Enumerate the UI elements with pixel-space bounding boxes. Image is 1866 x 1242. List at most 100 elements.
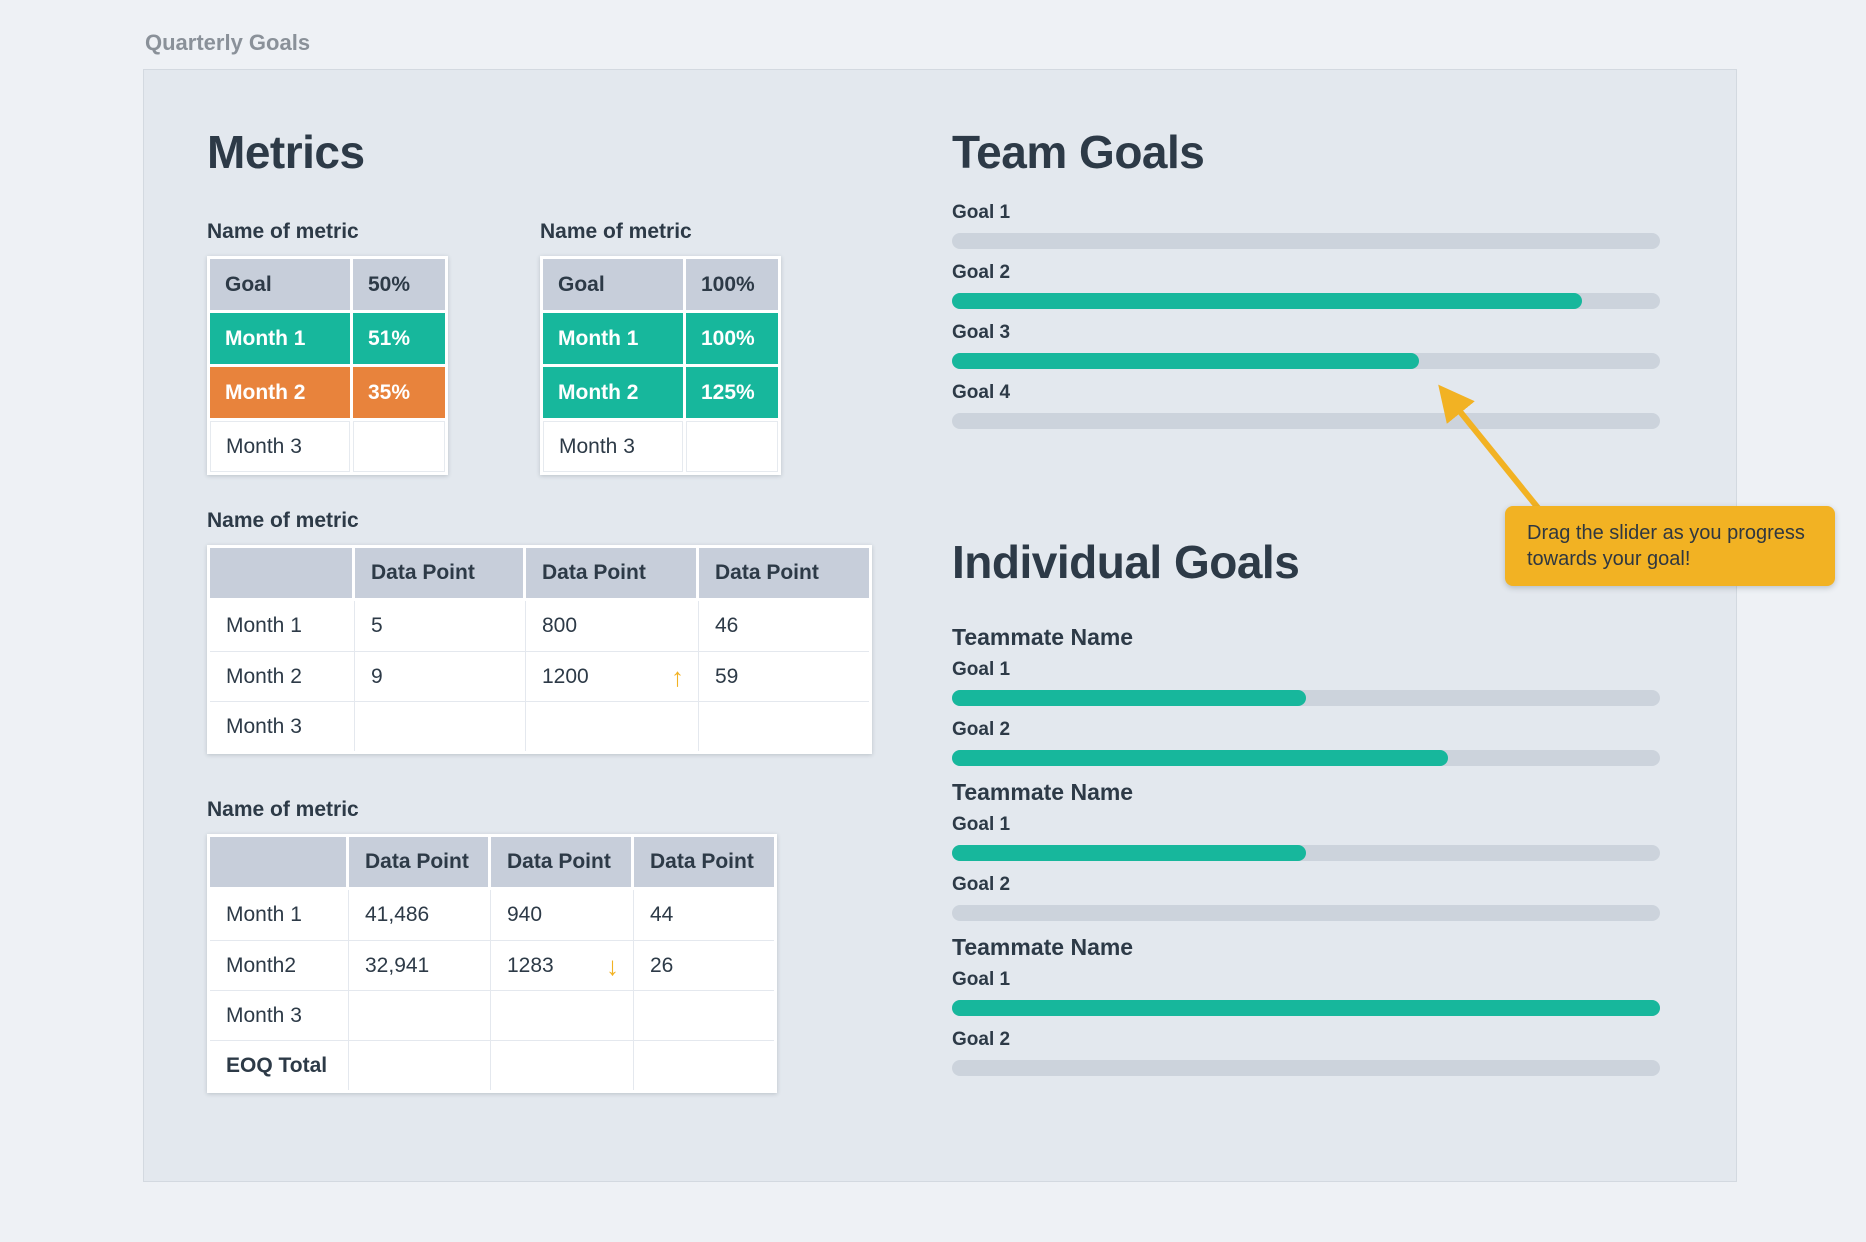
metric-name-cell[interactable]: Goal [210, 259, 350, 310]
data-cell[interactable] [349, 1040, 491, 1090]
team-goals-list: Goal 1 Goal 2 Goal 3 Goal 4 [952, 202, 1660, 429]
data-cell[interactable]: 59 [699, 651, 869, 701]
data-cell[interactable] [634, 990, 774, 1040]
goal-row: Goal 1 [952, 202, 1660, 249]
data-cell[interactable] [355, 701, 526, 751]
goal-label: Goal 4 [952, 382, 1011, 403]
goal-label: Goal 1 [952, 202, 1011, 223]
data-cell[interactable] [491, 990, 634, 1040]
table-header-cell[interactable] [210, 548, 352, 598]
table-header-cell[interactable]: Data Point [634, 837, 774, 887]
metric-value-cell[interactable]: 125% [686, 367, 778, 418]
cell-value: 59 [715, 664, 739, 688]
metric-value-cell[interactable] [353, 421, 445, 472]
row-label-cell[interactable]: EOQ Total [210, 1040, 349, 1090]
metric-table-small: Name of metric Goal 100% Month 1 100% Month 2… [540, 220, 781, 475]
goal-progress-fill [952, 1000, 1660, 1016]
goal-slider[interactable] [952, 845, 1660, 861]
goal-label: Goal 2 [952, 262, 1011, 283]
table-row: Month 1 5 800 46 [210, 601, 869, 651]
data-cell[interactable]: 26 [634, 940, 774, 990]
goal-slider[interactable] [952, 1060, 1660, 1076]
metric-name-cell[interactable]: Month 3 [543, 421, 683, 472]
table-header-cell[interactable]: Data Point [526, 548, 696, 598]
goal-slider[interactable] [952, 233, 1660, 249]
metric-label: Name of metric [207, 220, 359, 243]
metric-name-cell[interactable]: Month 3 [210, 421, 350, 472]
table-header-cell[interactable]: Data Point [349, 837, 488, 887]
metric-table-data: Name of metric Data Point Data Point Data P… [207, 798, 879, 1093]
goal-slider[interactable] [952, 750, 1660, 766]
data-cell[interactable]: 41,486 [349, 890, 491, 940]
table-header-cell[interactable]: Data Point [699, 548, 869, 598]
table-header-cell[interactable] [210, 837, 346, 887]
row-label-cell[interactable]: Month2 [210, 940, 349, 990]
goal-slider[interactable] [952, 905, 1660, 921]
row-label-cell[interactable]: Month 3 [210, 990, 349, 1040]
metric-name-cell[interactable]: Month 1 [543, 313, 683, 364]
teammate-name: Teammate Name [952, 934, 1134, 960]
goal-row: Goal 2 [952, 874, 1660, 921]
data-cell[interactable] [491, 1040, 634, 1090]
data-cell[interactable]: 800 [526, 601, 699, 651]
goal-label: Goal 1 [952, 969, 1011, 990]
table-header-cell[interactable]: Data Point [491, 837, 631, 887]
table-row: EOQ Total [210, 1040, 774, 1090]
goal-label: Goal 2 [952, 874, 1011, 895]
goal-slider[interactable] [952, 690, 1660, 706]
data-table: Data Point Data Point Data Point Month 1 41,… [207, 834, 777, 1093]
individual-goals-heading: Individual Goals [952, 536, 1300, 588]
goal-row: Goal 3 [952, 322, 1660, 369]
page-title: Quarterly Goals [145, 30, 311, 55]
goal-row: Goal 1 [952, 659, 1660, 706]
metric-value-cell[interactable]: 100% [686, 313, 778, 364]
cell-value: 44 [650, 903, 674, 926]
row-label-cell[interactable]: Month 1 [210, 601, 355, 651]
goal-row: Goal 2 [952, 1029, 1660, 1076]
data-cell[interactable] [699, 701, 869, 751]
row-label-cell[interactable]: Month 3 [210, 701, 355, 751]
goal-slider[interactable] [952, 1000, 1660, 1016]
cell-value: 1283 [507, 953, 554, 977]
data-cell[interactable]: 1283 ↓ [491, 940, 634, 990]
data-cell[interactable]: 46 [699, 601, 869, 651]
metric-value-cell[interactable] [686, 421, 778, 472]
metric-value-cell[interactable]: 100% [686, 259, 778, 310]
table-row: Month 3 [210, 990, 774, 1040]
goal-label: Goal 2 [952, 1029, 1011, 1050]
metric-name-cell[interactable]: Goal [543, 259, 683, 310]
metric-name-cell[interactable]: Month 1 [210, 313, 350, 364]
data-cell[interactable]: 1200 ↑ [526, 651, 699, 701]
cell-value: 940 [507, 903, 543, 926]
metric-name-cell[interactable]: Month 2 [543, 367, 683, 418]
goal-row: Goal 1 [952, 969, 1660, 1016]
table-header-cell[interactable]: Data Point [355, 548, 523, 598]
data-cell[interactable]: 44 [634, 890, 774, 940]
metric-value-cell[interactable]: 35% [353, 367, 445, 418]
table-row: Month 1 41,486 940 44 [210, 890, 774, 940]
data-cell[interactable]: 9 [355, 651, 526, 701]
data-cell[interactable]: 5 [355, 601, 526, 651]
goal-slider[interactable] [952, 413, 1660, 429]
data-cell[interactable]: 32,941 [349, 940, 491, 990]
metric-label: Name of metric [207, 509, 359, 532]
data-cell[interactable] [526, 701, 699, 751]
data-cell[interactable]: 940 [491, 890, 634, 940]
goal-slider[interactable] [952, 353, 1660, 369]
goals-section: Team Goals Goal 1 Goal 2 Goal 3 Goal 4 Indi… [952, 126, 1660, 1089]
cell-value: 32,941 [365, 953, 430, 977]
goal-row: Goal 4 [952, 382, 1660, 429]
metric-name-cell[interactable]: Month 2 [210, 367, 350, 418]
data-cell[interactable] [634, 1040, 774, 1090]
metric-value-cell[interactable]: 50% [353, 259, 445, 310]
goal-label: Goal 1 [952, 659, 1011, 680]
tooltip: Drag the slider as you progress towards … [1505, 506, 1835, 586]
metric-value-cell[interactable]: 51% [353, 313, 445, 364]
row-label-cell[interactable]: Month 1 [210, 890, 349, 940]
cell-value: 26 [650, 953, 674, 977]
teammate-block: Teammate Name Goal 1 Goal 2 [952, 934, 1660, 1076]
goal-slider[interactable] [952, 293, 1660, 309]
data-cell[interactable] [349, 990, 491, 1040]
teammate-block: Teammate Name Goal 1 Goal 2 [952, 624, 1660, 766]
row-label-cell[interactable]: Month 2 [210, 651, 355, 701]
